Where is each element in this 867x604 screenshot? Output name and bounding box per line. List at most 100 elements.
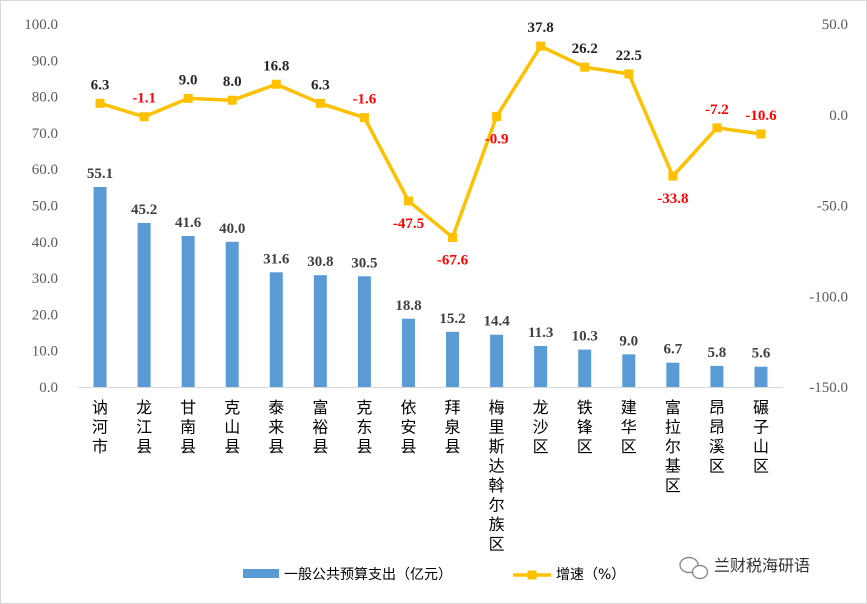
bar	[534, 345, 548, 387]
growth-data-label: 8.0	[223, 74, 242, 90]
growth-data-label: -67.6	[437, 252, 469, 268]
growth-data-label: -0.9	[485, 131, 509, 147]
bar	[181, 235, 195, 387]
bar-data-label: 14.4	[483, 314, 510, 330]
bar	[269, 272, 283, 387]
right-axis-tick-label: -100.0	[809, 289, 848, 305]
growth-data-label: -1.6	[353, 92, 377, 108]
bar	[622, 354, 636, 387]
left-axis-tick-label: 70.0	[32, 126, 58, 142]
bar-data-label: 11.3	[528, 325, 553, 341]
category-label: 讷河市	[92, 398, 108, 456]
category-label: 克山县	[224, 398, 240, 456]
category-label: 龙沙区	[533, 398, 549, 456]
growth-data-label: -47.5	[393, 216, 424, 232]
growth-marker	[492, 111, 502, 121]
legend-line-label: 增速（%）	[556, 567, 625, 583]
legend-bar-label: 一般公共预算支出（亿元）	[284, 567, 452, 583]
growth-data-label: 22.5	[616, 48, 642, 64]
bar	[225, 241, 239, 387]
bar	[357, 276, 371, 387]
bar	[313, 275, 327, 387]
left-axis-tick-label: 80.0	[32, 90, 58, 106]
category-label: 龙江县	[136, 398, 152, 456]
left-axis-tick-label: 100.0	[24, 17, 58, 33]
bar-data-label: 18.8	[395, 298, 421, 314]
growth-data-label: -10.6	[745, 108, 777, 124]
category-label: 富拉尔基区	[665, 398, 681, 495]
bar-data-label: 55.1	[87, 166, 113, 182]
growth-marker	[624, 69, 634, 79]
category-label: 富裕县	[312, 398, 328, 456]
growth-data-label: -7.2	[705, 102, 729, 118]
bar-data-label: 5.8	[708, 345, 727, 361]
category-label: 梅里斯达斡尔族区	[489, 398, 505, 554]
growth-marker	[95, 98, 105, 108]
legend-bar-swatch	[243, 569, 279, 578]
growth-marker	[536, 41, 546, 51]
bar-data-label: 45.2	[131, 202, 157, 218]
left-axis-tick-label: 90.0	[32, 53, 58, 69]
right-axis-tick-label: -150.0	[809, 380, 848, 396]
bar	[578, 349, 592, 387]
growth-marker	[139, 112, 149, 122]
growth-data-label: -1.1	[132, 91, 156, 107]
category-label: 昂昂溪区	[709, 398, 725, 476]
left-axis-tick-label: 20.0	[32, 307, 58, 323]
category-label: 甘南县	[180, 398, 196, 456]
wechat-icon-bubble	[691, 564, 709, 580]
category-label: 泰来县	[268, 398, 284, 456]
bar-data-label: 15.2	[439, 311, 465, 327]
growth-marker	[183, 93, 193, 103]
bar-data-label: 30.8	[307, 254, 333, 270]
growth-marker	[403, 196, 413, 206]
bar-data-label: 40.0	[219, 221, 245, 237]
growth-marker	[271, 79, 281, 89]
right-axis-tick-label: 50.0	[822, 17, 848, 33]
growth-marker	[668, 171, 678, 181]
bar	[710, 365, 724, 387]
left-axis-tick-label: 10.0	[32, 344, 58, 360]
growth-marker	[756, 129, 766, 139]
category-label: 拜泉县	[445, 398, 461, 456]
growth-marker	[227, 95, 237, 105]
bar-data-label: 5.6	[752, 346, 771, 362]
growth-data-label: 6.3	[91, 77, 110, 93]
growth-marker	[448, 232, 458, 242]
legend-line-marker	[527, 570, 537, 580]
growth-data-label: -33.8	[657, 191, 688, 207]
left-axis-tick-label: 0.0	[39, 380, 58, 396]
growth-marker	[580, 62, 590, 72]
growth-data-label: 16.8	[263, 58, 289, 74]
category-label: 克东县	[356, 398, 372, 456]
bar-data-label: 41.6	[175, 215, 202, 231]
growth-marker	[712, 123, 722, 133]
bar-data-label: 9.0	[619, 333, 638, 349]
growth-data-label: 9.0	[179, 72, 198, 88]
bar-data-label: 30.5	[351, 255, 377, 271]
left-axis-tick-label: 30.0	[32, 271, 58, 287]
bar	[401, 318, 415, 387]
bar-data-label: 31.6	[263, 251, 290, 267]
bar-data-label: 6.7	[663, 342, 682, 358]
growth-data-label: 26.2	[572, 41, 598, 57]
bar	[93, 186, 107, 387]
right-axis-tick-label: 0.0	[829, 108, 848, 124]
bar	[666, 362, 680, 387]
growth-data-label: 6.3	[311, 77, 330, 93]
category-label: 铁锋区	[577, 398, 593, 456]
category-label: 碾子山区	[753, 398, 769, 476]
left-axis-tick-label: 40.0	[32, 235, 58, 251]
growth-marker	[359, 113, 369, 123]
left-axis-tick-label: 50.0	[32, 199, 58, 215]
watermark-text: 兰财税海研语	[714, 556, 810, 575]
right-axis-tick-label: -50.0	[817, 199, 848, 215]
category-label: 建华区	[621, 398, 637, 456]
growth-line	[99, 44, 762, 240]
left-axis-tick-label: 60.0	[32, 162, 58, 178]
bar	[137, 222, 151, 387]
growth-marker	[315, 98, 325, 108]
bar	[490, 334, 504, 387]
category-label: 依安县	[400, 398, 416, 456]
